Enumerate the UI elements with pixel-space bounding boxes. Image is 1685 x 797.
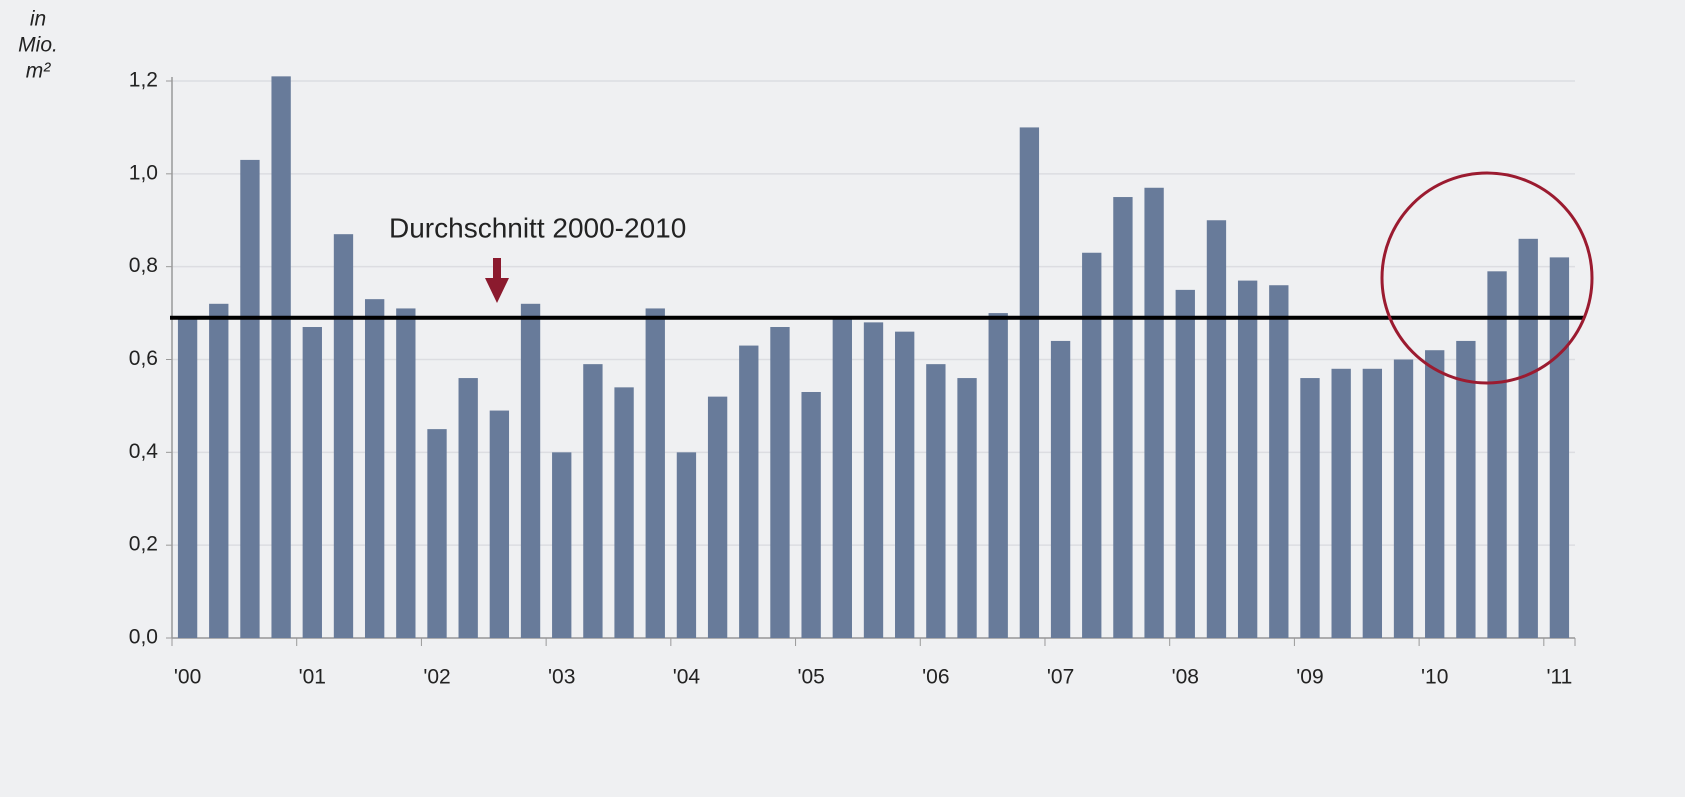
bar	[1425, 350, 1445, 638]
bar	[333, 234, 354, 639]
bar	[1331, 368, 1351, 638]
bar	[1113, 197, 1133, 638]
bar	[1175, 289, 1195, 638]
bar	[209, 303, 229, 638]
y-tick-label: 0,4	[129, 440, 159, 463]
bar	[895, 331, 915, 638]
x-tick-label: '10	[1421, 666, 1448, 689]
bar	[988, 313, 1008, 638]
y-tick-label: 1,0	[129, 161, 158, 184]
bar	[1300, 378, 1320, 638]
bar	[614, 387, 634, 638]
bar	[1549, 257, 1570, 638]
x-tick-label: '08	[1172, 666, 1199, 689]
bar	[1518, 238, 1538, 639]
bar	[770, 327, 790, 638]
bar	[832, 317, 852, 638]
bar	[707, 396, 728, 638]
bar	[801, 391, 821, 638]
bar	[1487, 271, 1507, 638]
y-tick-label: 1,2	[129, 69, 158, 92]
y-tick-label: 0,6	[129, 347, 158, 370]
bar	[520, 303, 541, 638]
bar	[957, 378, 977, 638]
bar	[1362, 368, 1383, 638]
y-axis-label: in	[30, 8, 46, 31]
x-tick-label: '03	[548, 666, 575, 689]
annotation: Durchschnitt 2000-2010	[389, 212, 686, 243]
y-tick-label: 0,0	[129, 626, 158, 649]
x-tick-label: '01	[299, 666, 326, 689]
bar	[271, 76, 291, 638]
bar	[396, 308, 416, 638]
y-tick-label: 0,2	[129, 533, 158, 556]
bar	[427, 429, 447, 638]
x-tick-label: '09	[1296, 666, 1323, 689]
y-tick-label: 0,8	[129, 254, 158, 277]
bar	[1206, 220, 1227, 638]
x-tick-label: '06	[922, 666, 949, 689]
bar	[364, 299, 385, 638]
bar	[926, 364, 946, 638]
x-tick-label: '00	[174, 666, 201, 689]
bar	[676, 452, 697, 638]
bar	[739, 345, 759, 638]
bar	[863, 322, 884, 638]
bar	[552, 452, 572, 638]
bar	[240, 159, 260, 639]
highlight-circle	[1380, 171, 1594, 385]
bar	[1019, 127, 1040, 639]
bar	[458, 378, 478, 638]
arrow-shaft	[493, 258, 501, 280]
y-axis-label: m²	[26, 60, 51, 83]
x-tick-label: '02	[423, 666, 450, 689]
x-tick-label: '11	[1547, 666, 1573, 689]
y-axis-label: Mio.	[18, 34, 58, 57]
x-tick-label: '04	[673, 666, 701, 689]
bar	[1237, 280, 1258, 638]
bar	[1050, 340, 1071, 638]
bar	[302, 327, 322, 638]
bar	[177, 317, 198, 638]
arrow-head	[485, 278, 509, 303]
bar	[583, 364, 603, 638]
x-tick-label: '07	[1047, 666, 1074, 689]
bar	[645, 308, 665, 638]
bar	[1393, 359, 1414, 638]
bar	[1269, 285, 1289, 638]
x-tick-label: '05	[797, 666, 824, 689]
bar	[489, 410, 510, 638]
bar	[1456, 340, 1476, 638]
bar	[1082, 252, 1102, 638]
bar	[1144, 187, 1164, 638]
